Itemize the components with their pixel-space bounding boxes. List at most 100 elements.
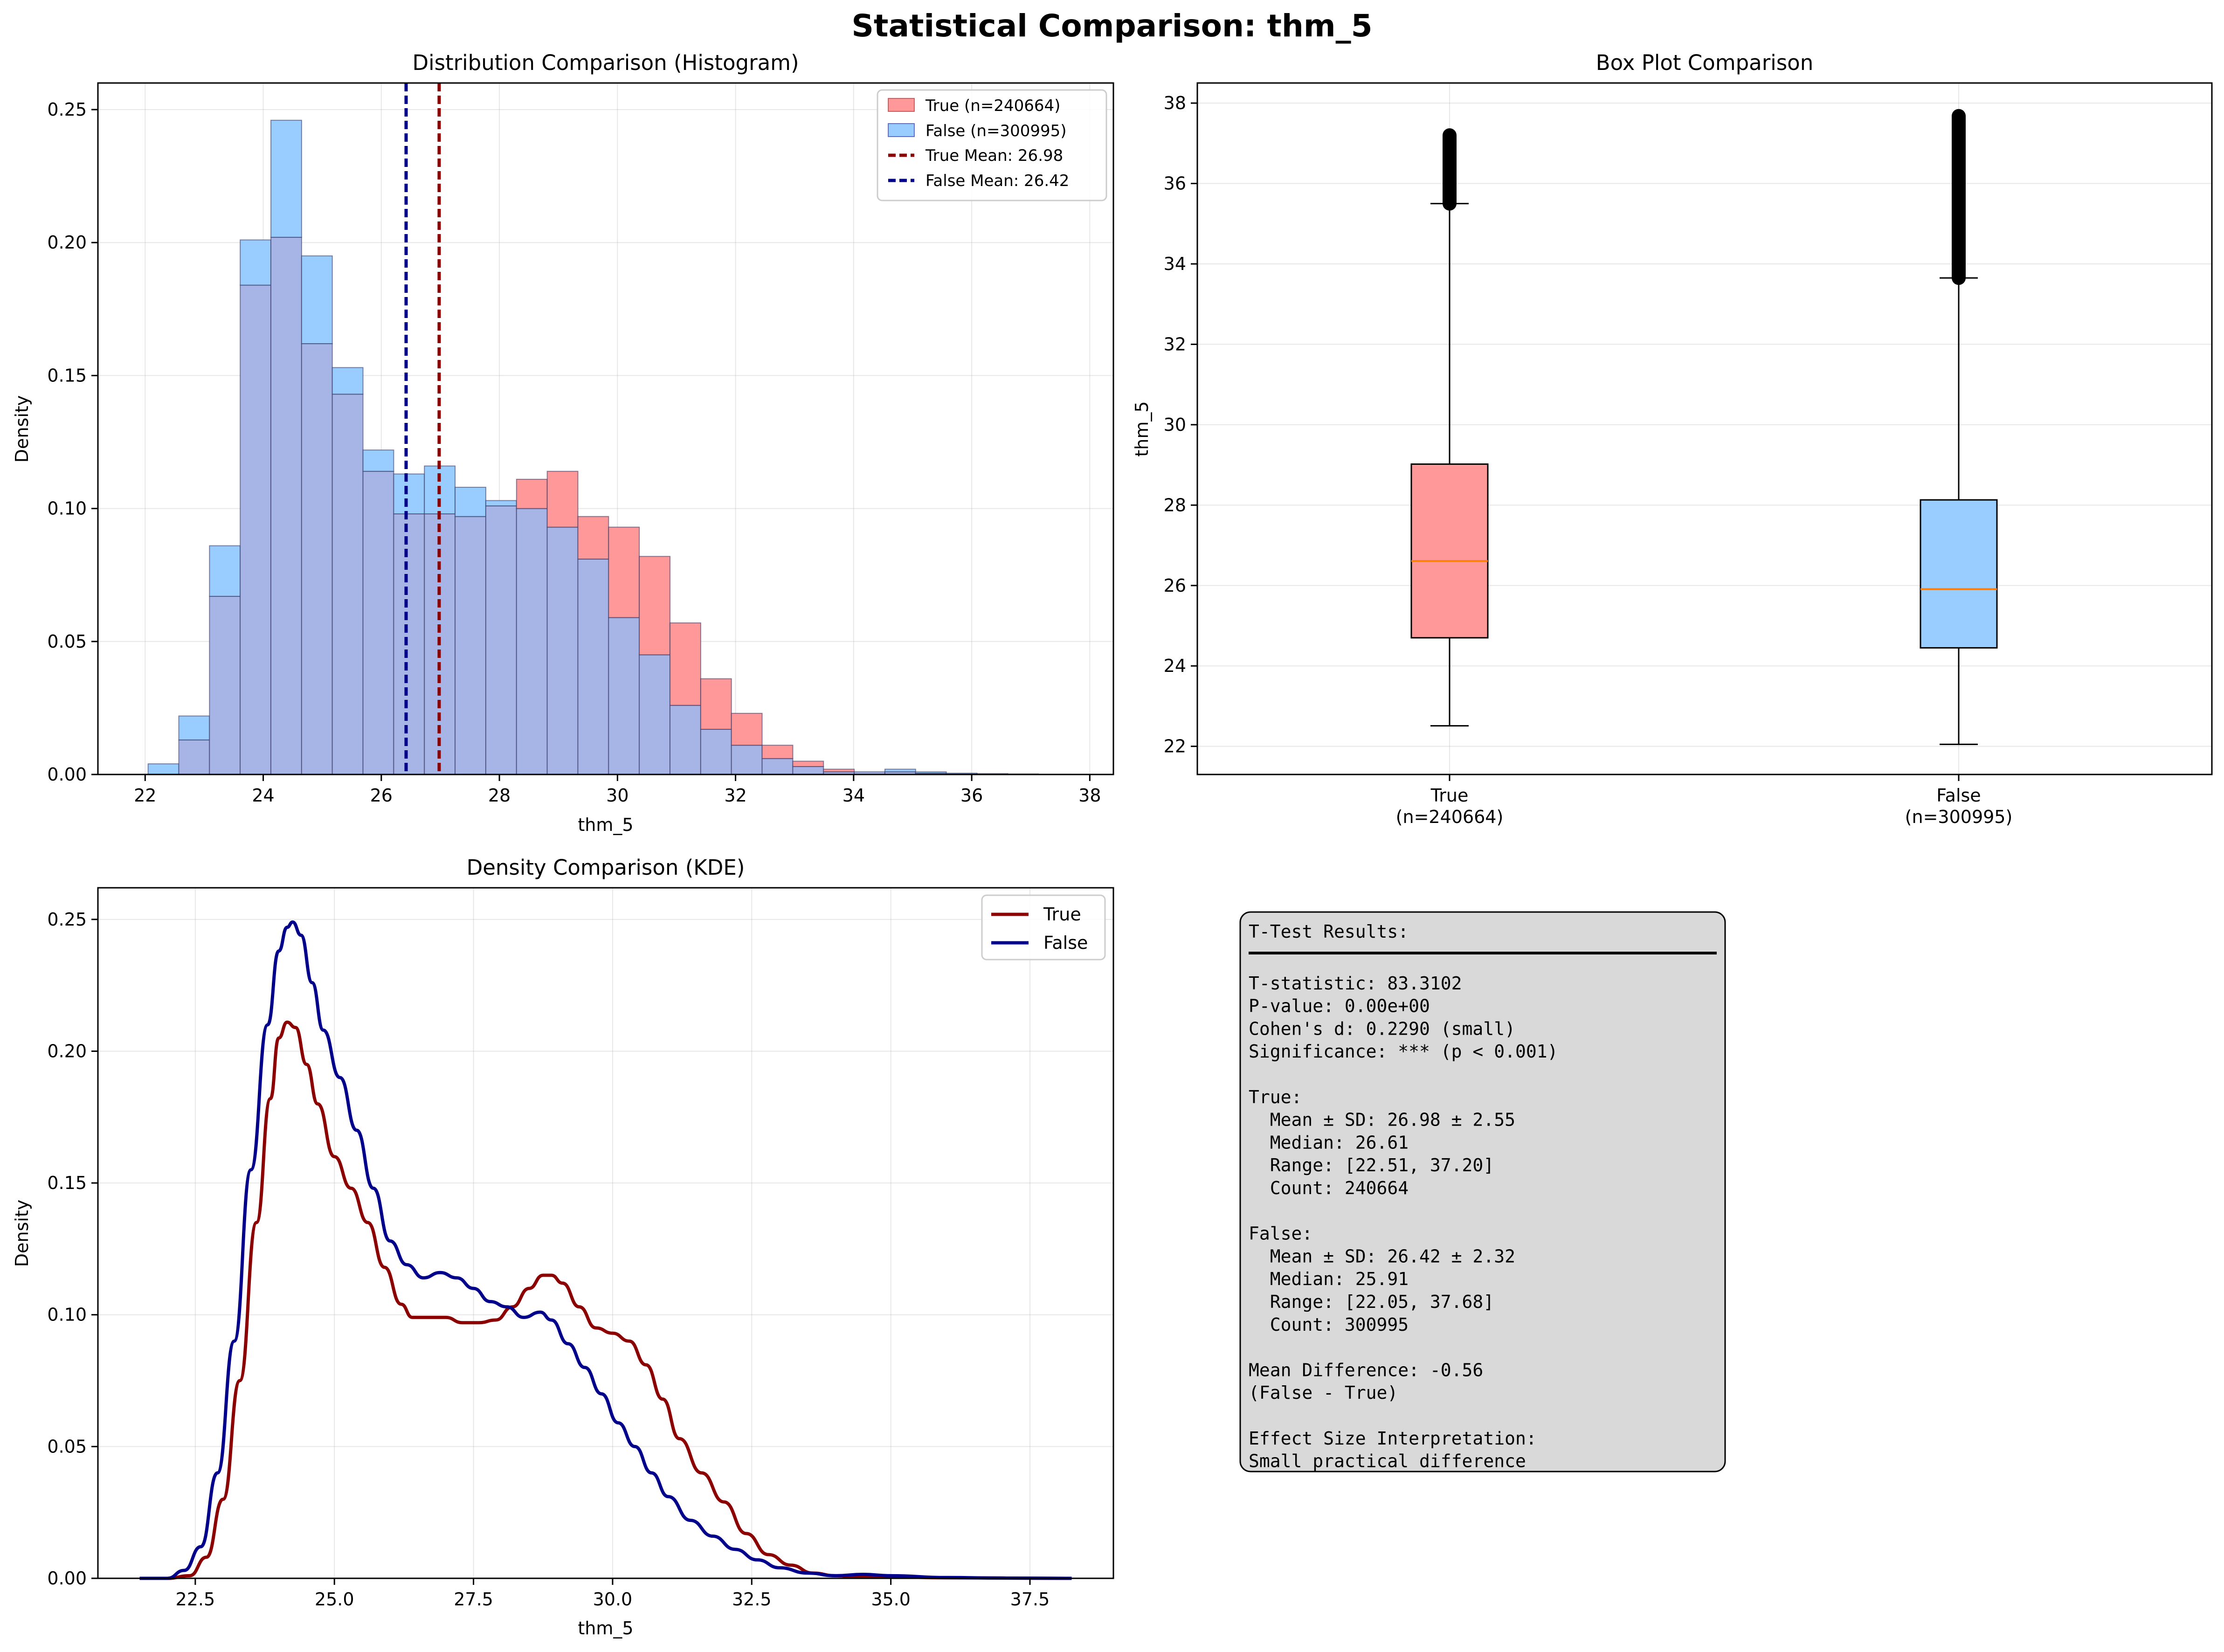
histogram-y-tick-label: 0.10 [47,498,87,519]
kde-legend-label-false: False [1043,933,1088,953]
boxplot-title: Box Plot Comparison [1596,50,1814,75]
histogram-bar-true [823,768,855,773]
stats-line: Mean ± SD: 26.98 ± 2.55 [1249,1110,1515,1130]
histogram-bar-false [301,255,333,344]
histogram-bar-overlap [700,729,732,775]
boxplot-panel: Box Plot Comparison 22 24 26 28 30 32 34 36 38 Tr… [1132,50,2213,827]
boxplot-y-tick-label: 30 [1164,415,1186,435]
histogram-bar-overlap [608,617,640,775]
histogram-title: Distribution Comparison (Histogram) [412,50,799,75]
stats-line: Count: 300995 [1249,1314,1409,1335]
kde-legend-label-true: True [1043,904,1081,925]
kde-x-tick-label: 32.5 [732,1589,772,1610]
histogram-bar-overlap [577,558,609,775]
stats-line: Median: 26.61 [1249,1132,1409,1153]
stats-line: Mean Difference: -0.56 [1249,1360,1483,1380]
histogram-bar-overlap [761,758,794,775]
histogram-bars [147,119,1071,775]
histogram-y-tick-label: 0.20 [47,232,87,253]
histogram-bar-overlap [546,526,579,775]
stats-line: Range: [22.05, 37.68] [1249,1292,1494,1312]
stats-line: T-Test Results: [1249,921,1409,942]
boxplot-axes-frame [1196,82,2213,775]
legend-label-false: False (n=300995) [926,122,1067,140]
boxplot-y-tick-label: 22 [1164,736,1186,757]
histogram-bar-false [915,771,947,774]
histogram-x-tick-label: 34 [843,785,865,806]
kde-line-false [139,920,1072,1580]
stats-line: (False - True) [1249,1382,1398,1403]
boxplot-y-label: thm_5 [1132,401,1152,456]
stats-box-frame [1239,911,1726,1472]
histogram-bar-true [516,478,548,509]
stats-line: T-statistic: 83.3102 [1249,973,1462,994]
kde-x-tick-label: 35.0 [871,1589,911,1610]
boxplot-ticks: 22 24 26 28 30 32 34 36 38 True(n=240664) False(n=… [1164,93,2013,827]
boxplot-y-tick-label: 36 [1164,173,1186,194]
kde-y-tick-label: 0.00 [47,1568,87,1589]
stats-box: T-Test Results: T-statistic: 83.3102P-val… [1239,911,1726,1472]
stats-line: Count: 240664 [1249,1178,1409,1198]
histogram-bar-false [455,486,486,517]
histogram-panel: Distribution Comparison (Histogram) 22 24… [12,50,1114,835]
histogram-bar-false [393,473,425,515]
histogram-bar-false [240,239,272,286]
boxplot-x-tick-label: True [1430,785,1469,806]
histogram-mean-lines [404,83,441,774]
boxplot-y-tick-label: 34 [1164,254,1186,274]
histogram-x-tick-label: 36 [960,785,983,806]
legend-swatch-true [888,98,915,112]
boxplot-y-tick-label: 28 [1164,495,1186,515]
histogram-bar-true [731,712,763,746]
histogram-bar-true [546,470,579,528]
histogram-x-label: thm_5 [578,815,633,835]
histogram-bar-true [792,760,824,767]
legend-frame [877,89,1107,201]
boxplot-y-tick-label: 38 [1164,93,1186,113]
histogram-bar-false [362,449,394,472]
boxplot-x-tick-count: (n=300995) [1905,807,2013,827]
histogram-bar-overlap [362,470,394,775]
histogram-bar-false [485,500,517,506]
histogram-bar-overlap [270,236,302,775]
kde-y-tick-label: 0.10 [47,1305,87,1325]
histogram-legend: True (n=240664) False (n=300995) True Me… [877,89,1107,201]
histogram-x-tick-label: 24 [252,785,274,806]
stats-line: Small practical difference [1249,1451,1526,1472]
stats-line: Mean ± SD: 26.42 ± 2.32 [1249,1246,1515,1266]
histogram-bar-false [147,763,180,775]
histogram-bar-false [946,773,978,774]
histogram-y-tick-label: 0.00 [47,764,87,785]
histogram-bar-overlap [209,595,241,775]
boxplot-y-tick-label: 24 [1164,656,1186,676]
stats-line: Significance: *** (p < 0.001) [1249,1041,1558,1062]
boxplot-x-tick-label: False [1936,785,1981,806]
histogram-bar-true [639,556,671,656]
histogram-bar-overlap [301,343,333,775]
kde-x-tick-label: 30.0 [593,1589,633,1610]
histogram-bar-overlap [639,654,671,775]
kde-y-label: Density [12,1200,32,1267]
histogram-x-tick-label: 38 [1078,785,1101,806]
kde-axes-frame [97,887,1114,1579]
stats-line: False: [1249,1223,1312,1244]
histogram-x-tick-label: 26 [370,785,393,806]
kde-panel: Density Comparison (KDE) 22.5 25.0 27.5 30.… [12,855,1114,1638]
kde-title: Density Comparison (KDE) [467,855,745,880]
boxplot-y-tick-label: 26 [1164,575,1186,596]
histogram-bar-overlap [516,508,548,775]
kde-x-tick-label: 27.5 [454,1589,493,1610]
stats-line: Range: [22.51, 37.20] [1249,1155,1494,1175]
histogram-y-tick-label: 0.05 [47,631,87,652]
stats-line: Effect Size Interpretation: [1249,1428,1537,1449]
histogram-bar-overlap [731,745,763,775]
kde-legend: True False [981,894,1106,961]
histogram-y-tick-label: 0.15 [47,365,87,386]
histogram-bar-overlap [792,766,824,775]
kde-x-tick-label: 25.0 [315,1589,354,1610]
histogram-bar-true [608,526,640,618]
histogram-bar-false [332,367,364,395]
stats-line: Median: 25.91 [1249,1269,1409,1289]
histogram-bar-true [577,516,609,560]
histogram-x-tick-label: 30 [606,785,629,806]
